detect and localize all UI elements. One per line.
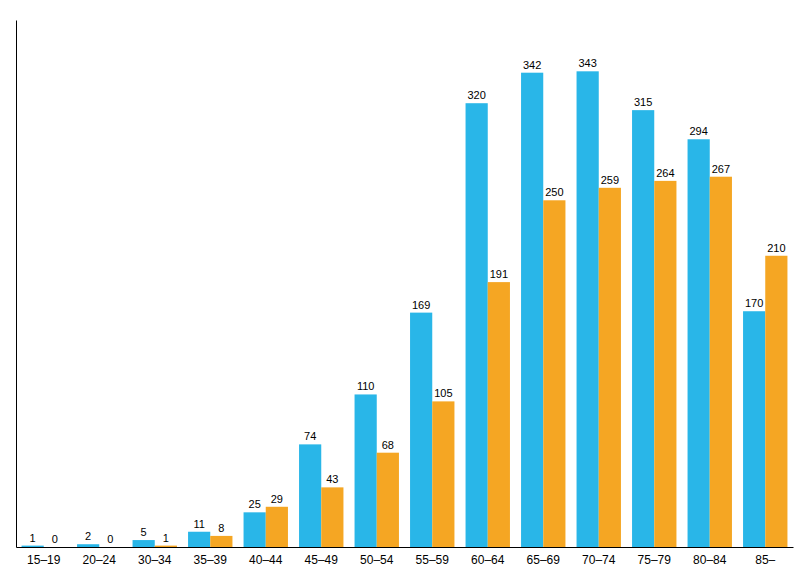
data-label: 1 <box>30 532 36 544</box>
bar <box>688 139 710 547</box>
x-tick-label: 80–84 <box>693 553 727 567</box>
data-label: 259 <box>601 174 619 186</box>
bar <box>244 512 266 547</box>
bar <box>654 181 676 547</box>
data-label: 0 <box>107 533 113 545</box>
data-label: 68 <box>382 439 394 451</box>
data-label: 1 <box>163 532 169 544</box>
x-tick: 20–24 <box>83 547 117 567</box>
x-tick: 45–49 <box>305 547 339 567</box>
bar <box>488 282 510 547</box>
bar <box>188 532 210 547</box>
x-tick: 80–84 <box>693 547 727 567</box>
x-tick-label: 65–69 <box>527 553 561 567</box>
data-label: 210 <box>767 242 785 254</box>
bar <box>22 546 44 547</box>
data-label: 264 <box>656 167 674 179</box>
data-label: 74 <box>304 430 316 442</box>
bar <box>743 311 765 547</box>
bars <box>22 71 788 547</box>
bar <box>377 453 399 547</box>
data-label: 315 <box>634 96 652 108</box>
x-tick-label: 45–49 <box>305 553 339 567</box>
x-tick: 60–64 <box>471 547 505 567</box>
x-tick-label: 35–39 <box>194 553 228 567</box>
x-tick-label: 60–64 <box>471 553 505 567</box>
data-label: 105 <box>434 387 452 399</box>
x-tick: 70–74 <box>582 547 616 567</box>
data-label: 294 <box>689 125 707 137</box>
y-axis <box>16 21 17 548</box>
data-label: 29 <box>271 493 283 505</box>
x-tick: 75–79 <box>638 547 672 567</box>
x-axis: 15–19 20–24 30–34 35–39 40–44 45–49 50–54 55–59… <box>17 547 794 567</box>
data-label: 110 <box>357 380 375 392</box>
bar <box>632 110 654 547</box>
bar <box>577 71 599 547</box>
x-tick-label: 75–79 <box>638 553 672 567</box>
bar <box>77 544 99 547</box>
x-tick-label: 20–24 <box>83 553 117 567</box>
data-label: 342 <box>523 59 541 71</box>
x-tick: 40–44 <box>249 547 283 567</box>
bar <box>266 507 288 547</box>
bar <box>155 546 177 547</box>
x-tick: 35–39 <box>194 547 228 567</box>
y-axis-line <box>16 21 17 548</box>
x-tick-label: 15–19 <box>27 553 61 567</box>
data-labels: 1251125741101693203423433152941700018294… <box>30 57 786 545</box>
x-tick-label: 30–34 <box>138 553 172 567</box>
bar <box>432 401 454 547</box>
data-label: 320 <box>467 89 485 101</box>
data-label: 0 <box>52 533 58 545</box>
x-tick: 50–54 <box>360 547 394 567</box>
bar <box>521 73 543 547</box>
bar <box>765 256 787 547</box>
bar <box>321 487 343 547</box>
x-tick: 85– <box>755 547 775 567</box>
bar <box>466 103 488 547</box>
x-tick-label: 55–59 <box>416 553 450 567</box>
data-label: 11 <box>193 518 204 530</box>
data-label: 43 <box>326 473 338 485</box>
x-tick-label: 70–74 <box>582 553 616 567</box>
x-tick-label: 85– <box>755 553 775 567</box>
x-tick: 65–69 <box>527 547 561 567</box>
x-tick: 30–34 <box>138 547 172 567</box>
x-axis-line <box>17 547 794 548</box>
data-label: 25 <box>249 498 261 510</box>
bar <box>133 540 155 547</box>
bar <box>710 177 732 547</box>
bar <box>99 547 121 548</box>
data-label: 267 <box>712 163 730 175</box>
plot: 1251125741101693203423433152941700018294… <box>17 21 794 567</box>
chart: 1251125741101693203423433152941700018294… <box>0 0 805 583</box>
x-tick: 55–59 <box>416 547 450 567</box>
bar <box>410 313 432 547</box>
data-label: 2 <box>85 530 91 542</box>
data-label: 191 <box>490 268 508 280</box>
x-tick-label: 40–44 <box>249 553 283 567</box>
bar <box>299 444 321 547</box>
bar <box>355 394 377 547</box>
data-label: 170 <box>745 297 763 309</box>
data-label: 169 <box>412 299 430 311</box>
bar <box>599 188 621 547</box>
x-tick: 15–19 <box>27 547 61 567</box>
data-label: 5 <box>141 526 147 538</box>
bar <box>210 536 232 547</box>
data-label: 343 <box>578 57 596 69</box>
bar <box>44 547 66 548</box>
bar <box>543 200 565 547</box>
x-tick-label: 50–54 <box>360 553 394 567</box>
data-label: 250 <box>545 186 563 198</box>
data-label: 8 <box>218 522 224 534</box>
